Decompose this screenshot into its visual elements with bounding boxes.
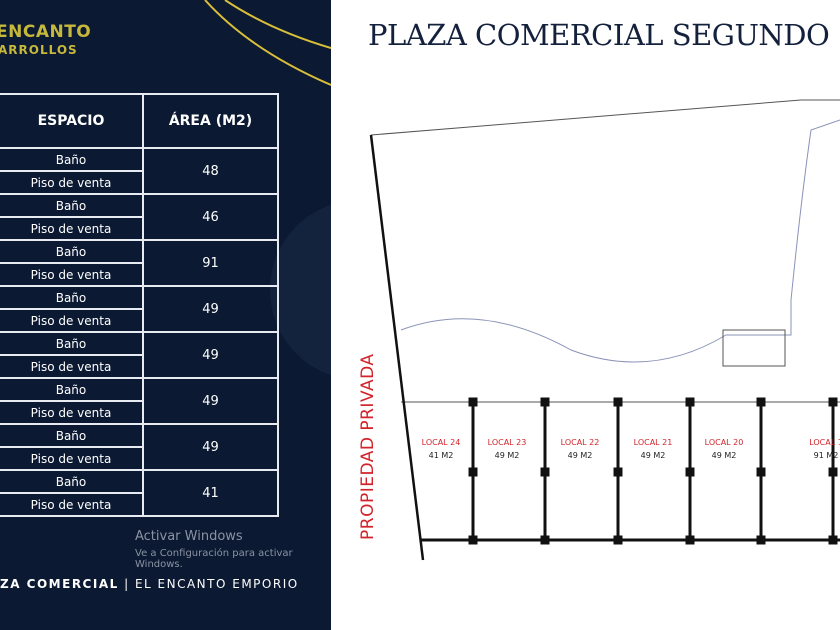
activate-windows-title: Activar Windows	[135, 529, 243, 544]
table-row: Piso de venta	[0, 308, 278, 333]
table-row: Piso de venta	[0, 492, 278, 517]
local-name: LOCAL 20	[705, 438, 744, 447]
column-marker	[756, 397, 766, 407]
table-row: Baño 46	[0, 193, 279, 241]
space-cell: Baño	[0, 147, 144, 172]
column-marker	[468, 535, 478, 545]
left-wall	[369, 134, 425, 561]
local-area: 49 M2	[641, 451, 666, 460]
space-cell: Piso de venta	[0, 308, 144, 333]
footer-bold: ZA COMERCIAL	[0, 577, 119, 591]
table-row: Piso de venta	[0, 216, 278, 241]
column-marker	[828, 467, 838, 477]
space-cell: Baño	[0, 469, 144, 494]
column-marker	[685, 535, 695, 545]
header-area: ÁREA (M2)	[142, 93, 279, 149]
space-cell: Piso de venta	[0, 400, 144, 425]
brand-subtitle: ARROLLOS	[0, 43, 78, 57]
area-cell: 41	[142, 469, 279, 517]
table-row: Piso de venta	[0, 354, 278, 379]
table-row: Piso de venta	[0, 400, 278, 425]
space-cell: Baño	[0, 193, 144, 218]
column-marker	[828, 535, 838, 545]
local-name: LOCAL 24	[422, 438, 461, 447]
area-cell: 48	[142, 147, 279, 195]
space-cell: Piso de venta	[0, 446, 144, 471]
table-row: Baño 49	[0, 377, 279, 425]
column-marker	[685, 397, 695, 407]
column-marker	[828, 397, 838, 407]
plan-title: PLAZA COMERCIAL SEGUNDO	[368, 18, 830, 52]
column-marker	[613, 397, 623, 407]
column-marker	[613, 535, 623, 545]
local-name: LOCAL 22	[561, 438, 600, 447]
column-marker	[685, 467, 695, 477]
area-cell: 49	[142, 331, 279, 379]
table-row: Piso de venta	[0, 446, 278, 471]
floor-plan: LOCAL 24 41 M2 LOCAL 23 49 M2 LOCAL 22 49 M2 L…	[369, 99, 840, 561]
table-row: Piso de venta	[0, 262, 278, 287]
table-row: Baño 49	[0, 331, 279, 379]
column-marker	[540, 467, 550, 477]
space-cell: Baño	[0, 377, 144, 402]
local-area: 41 M2	[429, 451, 454, 460]
space-cell: Piso de venta	[0, 170, 144, 195]
footer-text: ZA COMERCIAL | EL ENCANTO EMPORIO	[0, 577, 299, 591]
column-marker	[540, 535, 550, 545]
side-label: PROPIEDAD PRIVADA	[358, 353, 378, 540]
table-row: Baño 49	[0, 423, 279, 471]
table-row: Baño 41	[0, 469, 279, 517]
table-row: Piso de venta	[0, 170, 278, 195]
space-cell: Baño	[0, 239, 144, 264]
space-cell: Piso de venta	[0, 492, 144, 517]
column-marker	[756, 467, 766, 477]
space-cell: Piso de venta	[0, 262, 144, 287]
table-row: Baño 48	[0, 147, 279, 195]
activate-windows-subtitle: Ve a Configuración para activar Windows.	[135, 548, 293, 570]
local-name: LOCAL 23	[488, 438, 527, 447]
local-area: 49 M2	[568, 451, 593, 460]
area-cell: 46	[142, 193, 279, 241]
column-marker	[756, 535, 766, 545]
column-marker	[468, 467, 478, 477]
footer-rest: | EL ENCANTO EMPORIO	[118, 577, 299, 591]
space-cell: Baño	[0, 285, 144, 310]
brand-name: ENCANTO	[0, 22, 92, 42]
info-panel: ENCANTO ARROLLOS ESPACIO ÁREA (M2) Baño 48…	[0, 0, 331, 630]
area-table: ESPACIO ÁREA (M2) Baño 48 Piso de venta Baño…	[0, 93, 279, 517]
space-cell: Piso de venta	[0, 354, 144, 379]
local-area: 49 M2	[712, 451, 737, 460]
table-row: Baño 91	[0, 239, 279, 287]
header-espacio: ESPACIO	[0, 93, 144, 149]
area-cell: 49	[142, 285, 279, 333]
column-marker	[540, 397, 550, 407]
local-area: 91 M2	[814, 451, 839, 460]
area-cell: 91	[142, 239, 279, 287]
column-marker	[468, 397, 478, 407]
space-cell: Baño	[0, 423, 144, 448]
gold-arcs-decoration	[204, 0, 331, 376]
area-cell: 49	[142, 423, 279, 471]
local-name: LOCAL 21	[634, 438, 673, 447]
local-area: 49 M2	[495, 451, 520, 460]
column-marker	[613, 467, 623, 477]
space-cell: Piso de venta	[0, 216, 144, 241]
table-row: Baño 49	[0, 285, 279, 333]
area-cell: 49	[142, 377, 279, 425]
space-cell: Baño	[0, 331, 144, 356]
local-name: LOCAL 1	[809, 438, 840, 447]
